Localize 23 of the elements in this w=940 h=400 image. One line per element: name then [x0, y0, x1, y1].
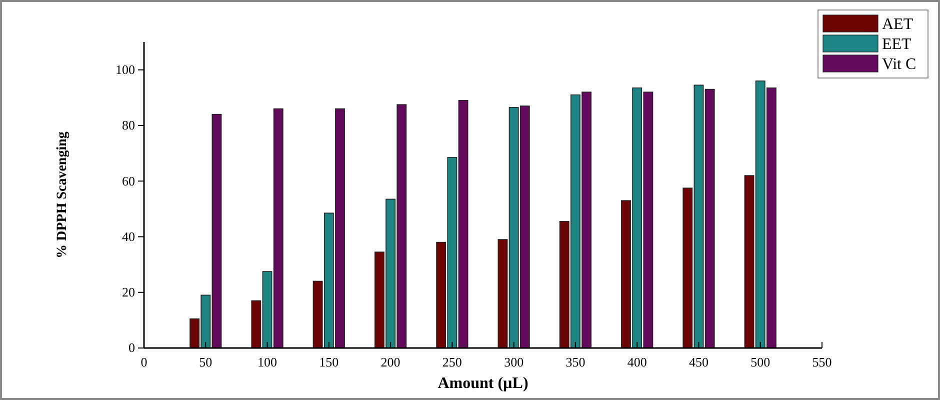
- y-tick-label: 20: [122, 284, 135, 300]
- x-tick-label: 0: [140, 354, 148, 370]
- x-tick-label: 200: [380, 354, 400, 370]
- x-tick-label: 450: [688, 354, 708, 370]
- legend-label: Vit C: [882, 56, 916, 73]
- x-tick-label: 550: [812, 354, 832, 370]
- legend-label: EET: [882, 36, 912, 53]
- y-tick-label: 60: [122, 173, 135, 188]
- x-tick-label: 150: [319, 354, 339, 370]
- x-axis-title: Amount (µL): [438, 375, 528, 392]
- y-tick-label: 40: [122, 228, 135, 244]
- x-tick-label: 400: [627, 354, 647, 370]
- x-tick-label: 300: [504, 354, 524, 370]
- y-axis-title: % DPPH Scavenging: [55, 132, 70, 258]
- x-tick-label: 250: [442, 354, 462, 370]
- y-tick-label: 0: [128, 340, 135, 356]
- x-tick-label: 350: [566, 354, 586, 370]
- x-tick-label: 50: [199, 354, 212, 370]
- y-tick-label: 100: [116, 62, 135, 77]
- x-tick-label: 100: [258, 354, 278, 370]
- legend-label: AET: [882, 16, 914, 33]
- y-tick-label: 80: [122, 118, 135, 133]
- x-tick-label: 500: [750, 354, 770, 370]
